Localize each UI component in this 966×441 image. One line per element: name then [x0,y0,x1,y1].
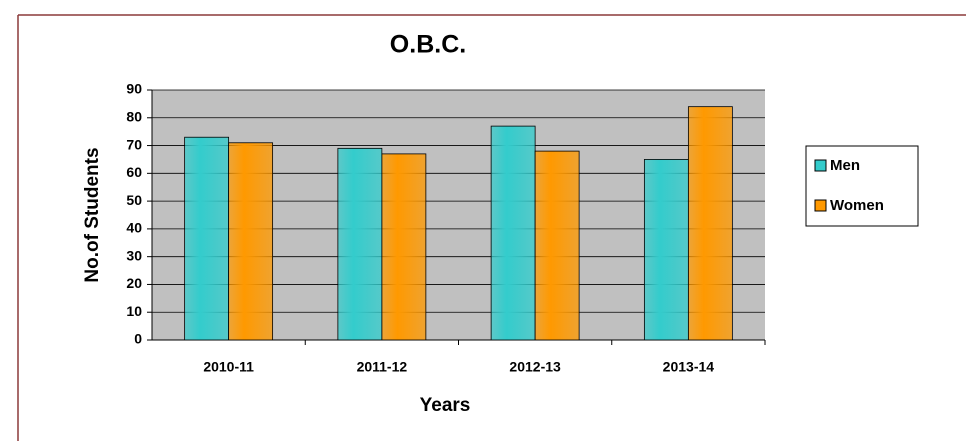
legend-label: Men [830,157,860,174]
y-axis-label: No.of Students [82,147,103,282]
x-tick-label: 2010-11 [203,359,254,375]
y-tick-label: 50 [126,192,142,208]
bar [687,106,733,341]
x-tick-label: 2013-14 [663,359,715,375]
y-tick-label: 40 [126,220,142,236]
y-tick-label: 20 [126,275,142,291]
bar [643,159,689,341]
bar [490,125,536,341]
chart-title: O.B.C. [390,31,466,59]
y-tick-label: 80 [126,108,142,124]
bar [381,153,427,341]
legend-box [805,145,919,227]
x-tick-label: 2012-13 [509,359,561,375]
y-tick-label: 60 [126,164,142,180]
bar [534,150,580,341]
x-tick-label: 2011-12 [357,359,408,375]
y-tick-label: 10 [126,303,142,319]
y-tick-label: 0 [134,331,142,347]
legend-swatch [814,159,827,172]
legend-label: Women [830,197,884,214]
y-tick-label: 70 [126,136,142,152]
x-axis-label: Years [420,395,471,416]
bar [337,147,383,341]
bar [184,136,230,341]
y-tick-label: 90 [126,81,142,97]
bar [228,142,274,341]
legend-swatch [814,199,827,212]
y-tick-label: 30 [126,247,142,263]
